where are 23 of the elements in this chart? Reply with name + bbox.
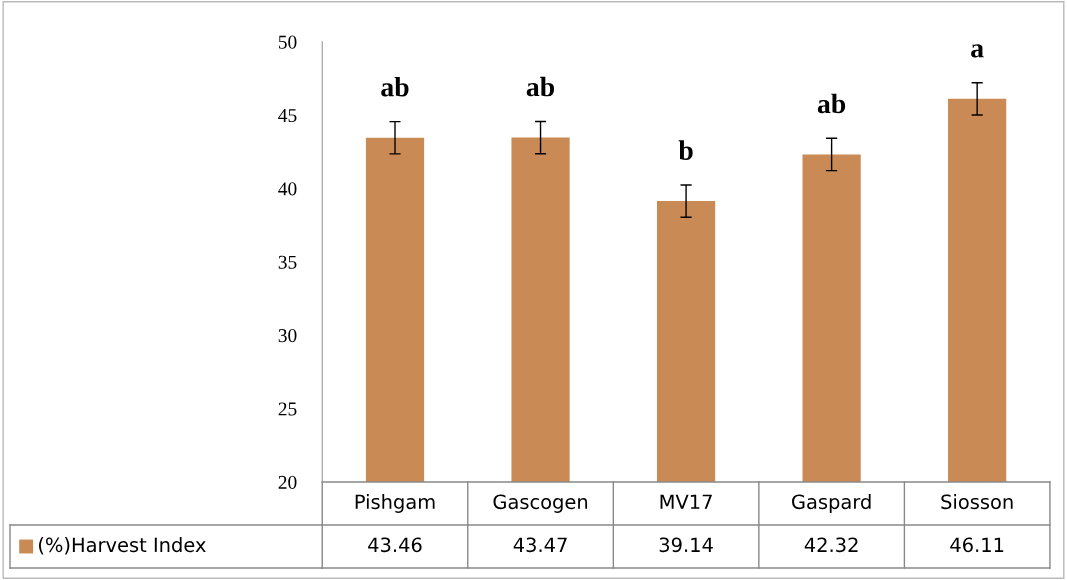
data-label: 43.46 xyxy=(368,537,422,553)
y-tick-label: 45 xyxy=(278,109,297,123)
y-tick-label: 25 xyxy=(278,402,297,416)
annotation: ab xyxy=(381,76,409,97)
x-tick-label: Siosson xyxy=(941,494,1013,510)
y-tick-label: 20 xyxy=(278,475,297,489)
annotation: ab xyxy=(817,93,846,114)
y-tick-label: 35 xyxy=(278,255,297,269)
annotation: b xyxy=(678,140,693,160)
x-tick-label: MV17 xyxy=(660,494,712,509)
y-tick-label: 40 xyxy=(278,182,297,196)
data-label: 43.47 xyxy=(513,537,567,553)
data-label: 39.14 xyxy=(659,537,713,553)
x-tick-label: Gascogen xyxy=(493,494,588,513)
data-label: 42.32 xyxy=(804,537,858,553)
y-tick-label: 50 xyxy=(278,35,297,49)
x-tick-label: Pishgam xyxy=(355,494,435,513)
legend-label: (%)Harvest Index xyxy=(39,537,206,555)
annotation: ab xyxy=(526,76,555,97)
x-tick-label: Gaspard xyxy=(792,494,871,513)
data-label: 46.11 xyxy=(950,537,1004,553)
y-tick-label: 30 xyxy=(278,329,297,343)
annotation: a xyxy=(971,44,984,58)
